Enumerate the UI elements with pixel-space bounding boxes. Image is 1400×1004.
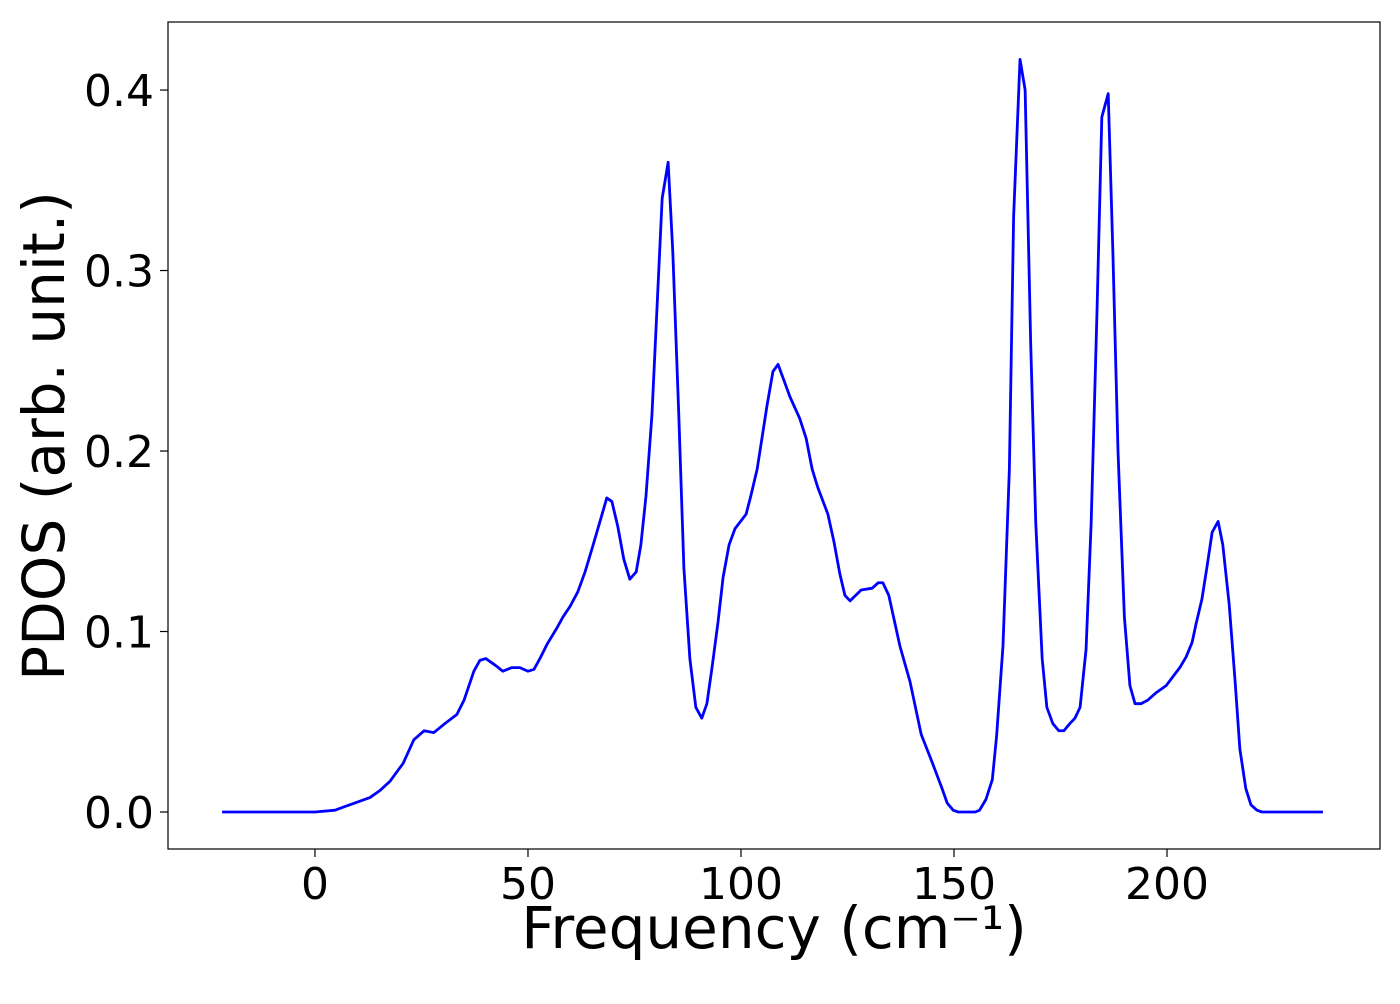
- y-axis-label: PDOS (arb. unit.): [10, 191, 78, 681]
- y-tick-label: 0.3: [84, 247, 154, 298]
- y-tick-label: 0.0: [84, 788, 154, 839]
- y-tick-label: 0.2: [84, 427, 154, 478]
- x-axis-label: Frequency (cm⁻¹): [521, 894, 1027, 962]
- y-tick-label: 0.4: [84, 66, 154, 117]
- y-tick-label: 0.1: [84, 608, 154, 659]
- x-tick-label: 50: [500, 859, 556, 910]
- x-tick-label: 100: [699, 859, 783, 910]
- data-line: [222, 57, 1323, 814]
- x-tick-label: 200: [1125, 859, 1209, 910]
- x-tick-label: 150: [912, 859, 996, 910]
- plot-frame: [167, 21, 1381, 850]
- x-tick-label: 0: [301, 859, 329, 910]
